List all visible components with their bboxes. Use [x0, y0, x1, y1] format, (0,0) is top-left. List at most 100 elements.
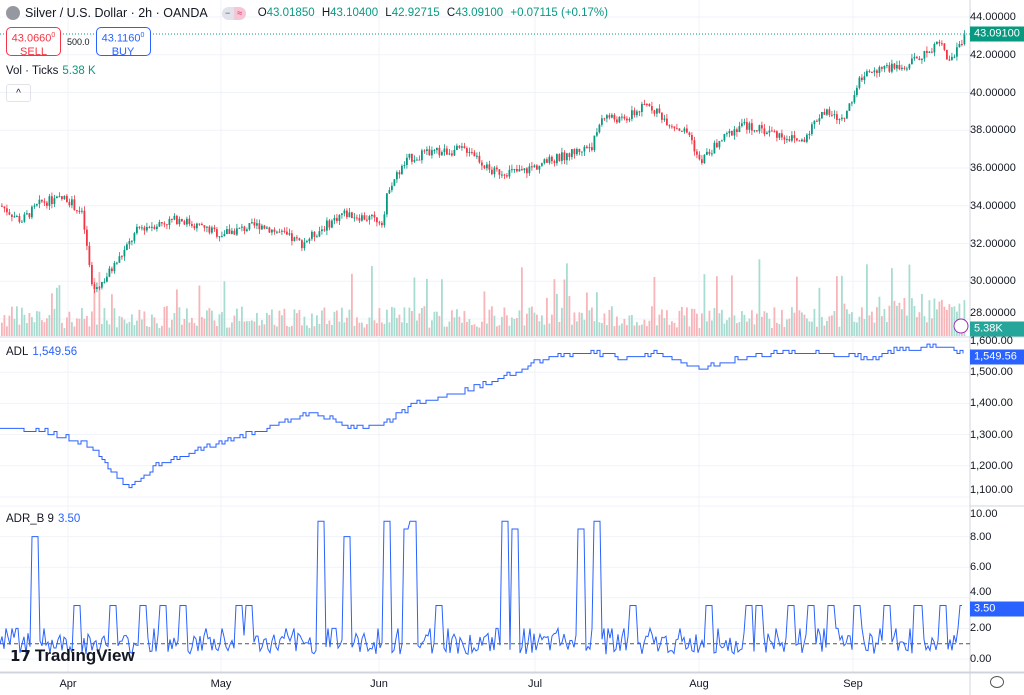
volume-bar	[268, 315, 271, 336]
candle-body	[338, 215, 341, 221]
volume-bar	[933, 298, 936, 336]
candle-body	[346, 210, 348, 218]
candle-body	[696, 151, 698, 155]
candle-body	[231, 230, 233, 234]
candle-body	[663, 118, 666, 120]
volume-bar	[408, 307, 411, 336]
volume-bar	[771, 327, 773, 336]
volume-bar	[243, 321, 246, 336]
sell-button[interactable]: 43.06600 SELL	[6, 27, 61, 58]
candle-body	[36, 204, 38, 206]
volume-bar	[296, 313, 298, 336]
candle-body	[806, 134, 808, 142]
volume-bar	[608, 309, 611, 336]
candle-body	[511, 169, 513, 171]
candle-body	[841, 117, 843, 120]
minus-icon[interactable]: −	[221, 6, 234, 20]
volume-bar	[768, 318, 771, 336]
volume-bar	[901, 309, 903, 336]
candle-body	[361, 215, 363, 221]
volume-bar	[561, 307, 563, 336]
volume-bar	[728, 317, 731, 336]
candle-body	[486, 164, 488, 169]
adl-legend[interactable]: ADL 1,549.56	[6, 346, 78, 358]
candle-body	[723, 133, 726, 141]
candle-body	[616, 119, 618, 123]
volume-bar	[551, 314, 553, 336]
candle-body	[213, 227, 216, 230]
volume-bar	[858, 316, 861, 336]
volume-bar	[381, 322, 383, 336]
volume-bar	[541, 315, 543, 336]
candle-body	[383, 214, 386, 226]
volume-bar	[476, 326, 478, 336]
volume-bar	[318, 323, 321, 336]
volume-bar	[126, 323, 128, 336]
volume-bar	[118, 316, 121, 336]
volume-bar	[451, 310, 453, 336]
volume-bar	[588, 310, 591, 336]
candle-body	[878, 67, 881, 73]
tradingview-logo[interactable]: 𝟭𝟳 TradingView	[10, 646, 135, 665]
volume-legend[interactable]: Vol · Ticks 5.38 K	[6, 65, 96, 77]
candle-body	[333, 218, 336, 221]
candle-body	[863, 76, 866, 81]
collapse-button[interactable]: ^	[6, 84, 31, 102]
volume-bar	[628, 315, 631, 336]
candle-body	[566, 153, 568, 161]
candle-body	[278, 231, 281, 233]
candle-body	[813, 120, 816, 125]
candle-body	[8, 212, 11, 215]
wave-icon[interactable]: ≈	[233, 6, 246, 20]
candle-body	[46, 202, 48, 206]
chart-mode-toggle[interactable]: − ≈	[221, 6, 246, 20]
candle-body	[261, 225, 263, 230]
candle-body	[701, 159, 703, 164]
candle-body	[441, 152, 443, 156]
candle-body	[243, 226, 246, 232]
volume-bar	[146, 326, 148, 336]
symbol-title[interactable]: Silver / U.S. Dollar · 2h · OANDA	[25, 6, 208, 20]
volume-bar	[171, 319, 173, 336]
volume-bar	[571, 324, 573, 336]
candle-body	[281, 230, 283, 232]
candle-body	[756, 130, 758, 132]
volume-bar	[43, 322, 46, 336]
volume-bar	[421, 308, 423, 336]
candle-body	[916, 56, 918, 59]
candle-body	[381, 222, 383, 226]
volume-bar	[328, 320, 331, 336]
volume-bar	[738, 322, 741, 336]
quantity[interactable]: 500.0	[67, 36, 90, 47]
adr-legend[interactable]: ADR_B 9 3.50	[6, 513, 81, 525]
candle-body	[53, 198, 56, 205]
candle-body	[581, 151, 583, 153]
candle-body	[853, 95, 856, 103]
candle-body	[843, 117, 846, 119]
volume-bar	[646, 326, 648, 336]
buy-button[interactable]: 43.11600 BUY	[95, 27, 151, 58]
candle-body	[638, 111, 641, 113]
candle-body	[356, 217, 358, 219]
candle-body	[846, 110, 848, 119]
volume-bar	[698, 327, 701, 336]
volume-bar	[731, 275, 733, 336]
volume-bar	[71, 322, 73, 336]
volume-bar	[518, 310, 521, 336]
candle-body	[218, 236, 221, 238]
candle-body	[826, 109, 828, 115]
volume-bar	[736, 323, 738, 336]
volume-bar	[836, 276, 838, 336]
adr-tag: 3.50	[970, 601, 1024, 617]
settings-eye-icon[interactable]	[990, 676, 1004, 688]
candle-body	[578, 148, 581, 153]
candle-body	[173, 215, 176, 220]
candle-body	[491, 169, 493, 175]
volume-bar	[238, 320, 241, 336]
candle-body	[476, 155, 478, 157]
y-axis-tick: 1,100.00	[970, 484, 1013, 496]
volume-bar	[848, 313, 851, 336]
candle-body	[958, 44, 961, 48]
y-axis-tick: 4.00	[970, 585, 992, 598]
